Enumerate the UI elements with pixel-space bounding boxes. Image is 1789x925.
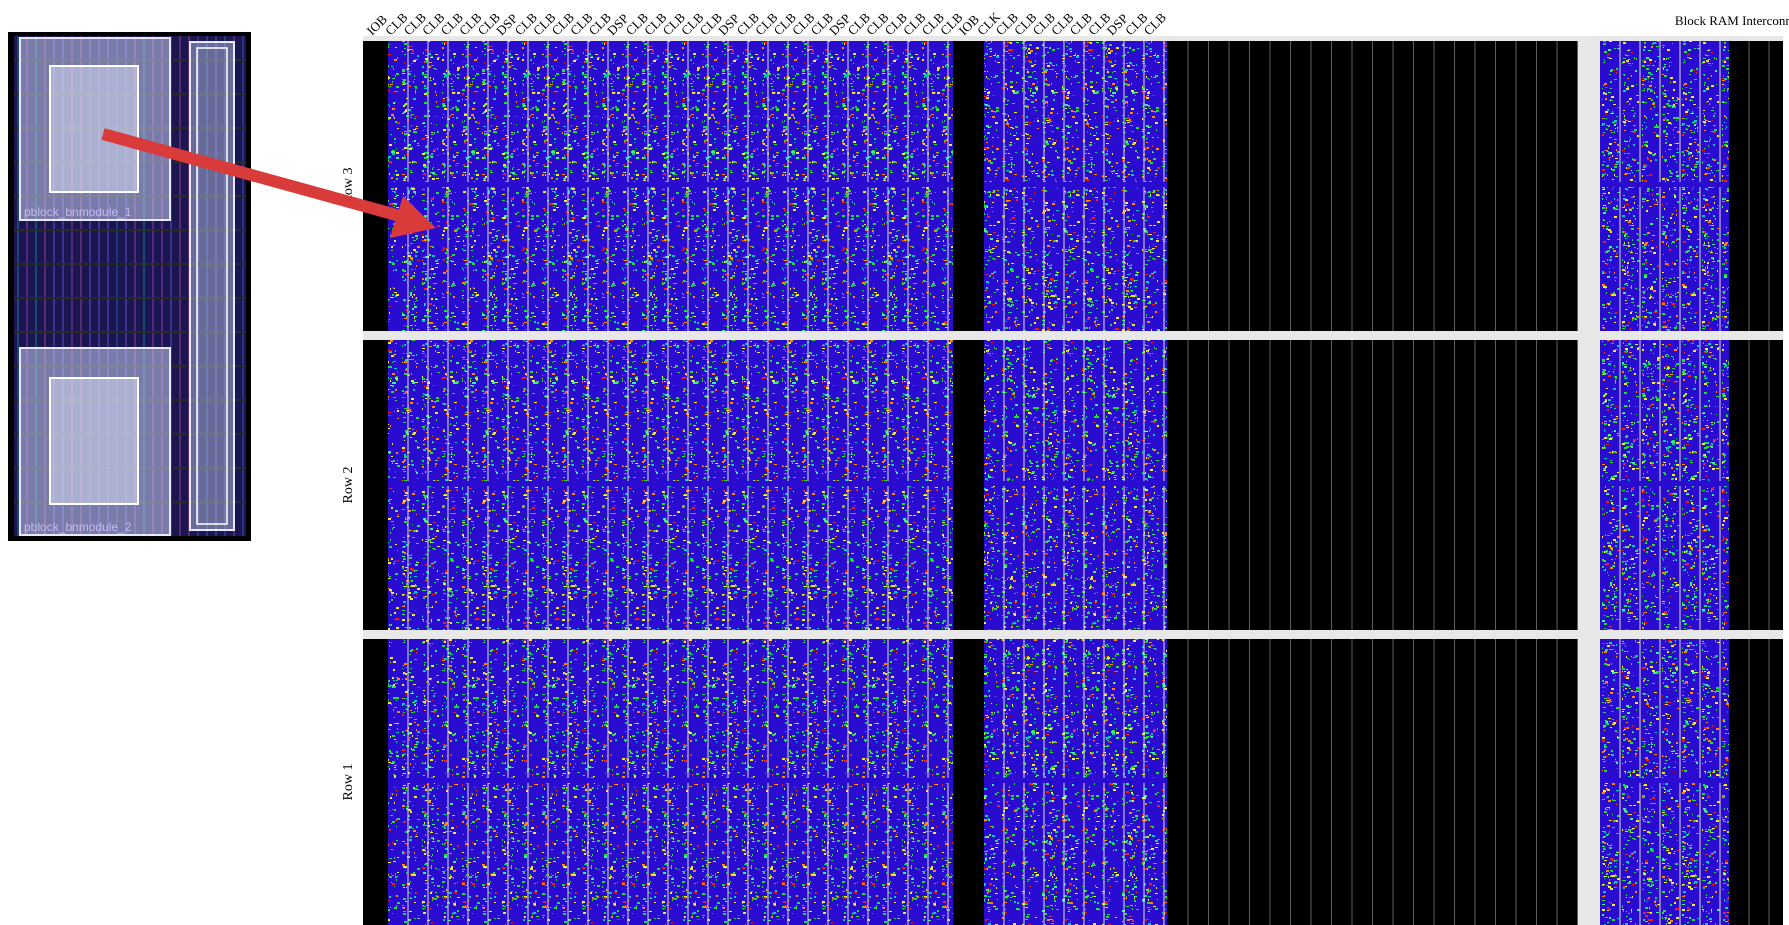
row-split	[388, 481, 953, 486]
section-label: Block RAM Interconnect	[1675, 13, 1789, 28]
column-label: CLB	[1141, 9, 1170, 38]
floorplan: pblock_bnmodule_1 pblock_bnmodule_2	[8, 32, 251, 541]
row-label: Row 1	[341, 764, 356, 801]
row-split	[1600, 778, 1729, 783]
row-split	[1600, 481, 1729, 486]
empty-region	[953, 340, 984, 630]
empty-region	[1729, 41, 1783, 331]
empty-region	[1729, 639, 1783, 925]
row-split	[984, 481, 1167, 486]
row-label: Row 2	[341, 467, 356, 504]
empty-region	[1729, 340, 1783, 630]
pblock-label: pblock_bnmodule_1	[24, 205, 132, 219]
row-split	[1600, 182, 1729, 187]
row-split	[388, 182, 953, 187]
module	[50, 378, 138, 504]
module	[50, 66, 138, 192]
empty-region	[363, 340, 388, 630]
empty-region	[953, 41, 984, 331]
empty-region	[363, 639, 388, 925]
row-split	[984, 778, 1167, 783]
page: {"column_labels": ["IOB", "CLB", "CLB", …	[0, 0, 1789, 925]
empty-region	[953, 639, 984, 925]
figure: pblock_bnmodule_1 pblock_bnmodule_2 Bloc…	[0, 0, 1789, 925]
heatmap	[363, 36, 1783, 925]
empty-region	[363, 41, 388, 331]
pblock-label: pblock_bnmodule_2	[24, 520, 132, 534]
row-split	[984, 182, 1167, 187]
row-split	[388, 778, 953, 783]
